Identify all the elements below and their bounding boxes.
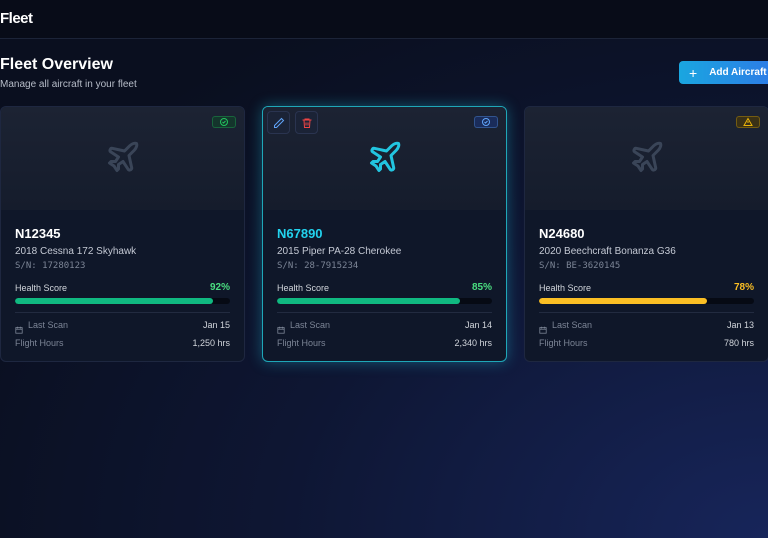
aircraft-model: 2015 Piper PA-28 Cherokee (277, 246, 402, 257)
aircraft-card[interactable]: N12345 2018 Cessna 172 Skyhawk S/N: 172801… (0, 106, 245, 362)
add-aircraft-button[interactable]: + Add Aircraft (679, 61, 768, 84)
aircraft-model: 2020 Beechcraft Bonanza G36 (539, 246, 676, 257)
delete-button[interactable] (295, 111, 318, 134)
status-badge (736, 116, 760, 128)
divider (15, 312, 230, 313)
health-track (15, 298, 230, 304)
tail-number: N12345 (15, 226, 61, 241)
page-title: Fleet Overview (0, 56, 113, 73)
aircraft-image (525, 107, 768, 210)
health-label: Health Score (15, 283, 68, 293)
button-label: Add Aircraft (709, 67, 767, 78)
flight-hours-label: Flight Hours (15, 338, 64, 348)
serial-number: S/N: BE-3620145 (539, 261, 621, 271)
health-track (539, 298, 754, 304)
last-scan-value: Jan 14 (464, 320, 492, 330)
serial-number: S/N: 17280123 (15, 261, 86, 271)
divider (539, 312, 754, 313)
health-value: 78% (733, 282, 754, 293)
health-label: Health Score (277, 283, 330, 293)
flight-hours-label: Flight Hours (539, 338, 588, 348)
health-bar (539, 298, 707, 304)
aircraft-image (263, 107, 506, 210)
status-badge (474, 116, 498, 128)
flight-hours-value: 780 hrs (723, 338, 754, 348)
serial-number: S/N: 28-7915234 (277, 261, 359, 271)
last-scan-label: Last Scan (28, 320, 69, 330)
tail-number: N24680 (539, 226, 585, 241)
divider (277, 312, 492, 313)
flight-hours-label: Flight Hours (277, 338, 326, 348)
calendar-icon (15, 321, 23, 339)
plus-icon: + (689, 64, 698, 81)
health-label: Health Score (539, 283, 592, 293)
calendar-icon (277, 321, 285, 339)
health-track (277, 298, 492, 304)
top-bar: Fleet (0, 0, 768, 39)
health-value: 92% (209, 282, 230, 293)
page-subtitle: Manage all aircraft in your fleet (0, 79, 137, 90)
health-value: 85% (471, 282, 492, 293)
last-scan-label: Last Scan (290, 320, 331, 330)
status-badge (212, 116, 236, 128)
flight-hours-value: 2,340 hrs (454, 338, 492, 348)
last-scan-value: Jan 15 (202, 320, 230, 330)
tail-number: N67890 (277, 226, 323, 241)
aircraft-card[interactable]: N67890 2015 Piper PA-28 Cherokee S/N: 28-7… (262, 106, 507, 362)
health-bar (15, 298, 213, 304)
app-title: Fleet (0, 10, 33, 27)
last-scan-label: Last Scan (552, 320, 593, 330)
health-bar (277, 298, 460, 304)
flight-hours-value: 1,250 hrs (192, 338, 230, 348)
aircraft-card[interactable]: N24680 2020 Beechcraft Bonanza G36 S/N: BE… (524, 106, 768, 362)
aircraft-image (1, 107, 244, 210)
calendar-icon (539, 321, 547, 339)
aircraft-model: 2018 Cessna 172 Skyhawk (15, 246, 137, 257)
edit-button[interactable] (267, 111, 290, 134)
last-scan-value: Jan 13 (726, 320, 754, 330)
